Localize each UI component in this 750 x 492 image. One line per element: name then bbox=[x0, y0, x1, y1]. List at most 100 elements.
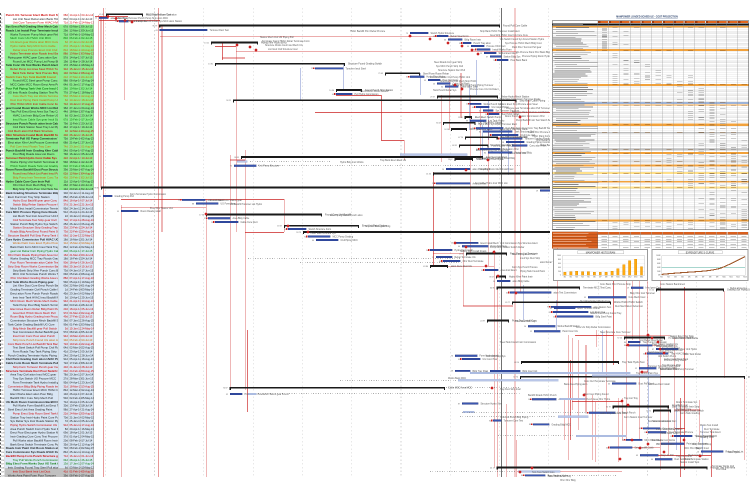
svg-text:51d: 51d bbox=[63, 210, 68, 214]
svg-text:19: 19 bbox=[536, 190, 538, 192]
svg-text:01-Feb-12: 01-Feb-12 bbox=[70, 322, 83, 326]
svg-text:77d: 77d bbox=[63, 90, 68, 94]
svg-text:13-Aug-14: 13-Aug-14 bbox=[82, 450, 95, 454]
svg-text:Civil Terminate Test Strip gea: Civil Terminate Test Strip gear Civil bbox=[13, 218, 57, 222]
svg-text:06-Feb-14: 06-Feb-14 bbox=[70, 473, 83, 477]
svg-text:16: 16 bbox=[1, 73, 3, 75]
svg-text:23-Jan-14: 23-Jan-14 bbox=[70, 291, 82, 295]
svg-text:Roads Switch Tank Cable: Roads Switch Tank Cable bbox=[672, 337, 699, 340]
svg-text:Duct Terminate: Duct Terminate bbox=[704, 428, 720, 431]
svg-text:Pull Works Station: Pull Works Station bbox=[656, 443, 675, 446]
svg-text:Punch UG Turnover Elect Mech D: Punch UG Turnover Elect Mech Duct Strip bbox=[6, 13, 63, 17]
svg-text:16-Apr-14: 16-Apr-14 bbox=[70, 199, 82, 203]
svg-text:ation Piping Station Punch ati: ation Piping Station Punch ation bbox=[330, 214, 363, 217]
svg-text:53: 53 bbox=[433, 83, 435, 85]
svg-text:14: 14 bbox=[432, 257, 434, 259]
svg-text:Turnover Cure Test: Turnover Cure Test bbox=[504, 420, 524, 423]
svg-text:M6: M6 bbox=[593, 276, 595, 278]
svg-text:26: 26 bbox=[451, 243, 453, 245]
svg-text:Pour Pour Pump Grading: Pour Pour Pump Grading bbox=[748, 376, 750, 379]
svg-text:71d: 71d bbox=[63, 454, 68, 458]
svg-text:51: 51 bbox=[1, 208, 3, 210]
svg-text:Station Tray Instr Hydro Paint: Station Tray Instr Hydro Paint Cure Punc… bbox=[10, 415, 71, 419]
svg-text:Duct Instr Piping Paint Instal: Duct Instr Piping Paint Install Pump UG … bbox=[10, 98, 71, 102]
svg-text:Found Room Works Backfill: Found Room Works Backfill bbox=[360, 90, 389, 93]
svg-text:Found Pull Cure Cable: Found Pull Cure Cable bbox=[503, 24, 528, 27]
svg-text:29 37: 29 37 bbox=[430, 96, 435, 98]
svg-text:13-Jan-14: 13-Jan-14 bbox=[70, 98, 82, 102]
svg-text:43 27: 43 27 bbox=[459, 253, 464, 255]
svg-text:Bldg Insul Unit: Bldg Insul Unit bbox=[523, 370, 538, 373]
svg-text:02-Jan-13: 02-Jan-13 bbox=[70, 191, 82, 195]
svg-text:Hydro Cable Cure Cure Instr Pu: Hydro Cable Cure Cure Instr Pull bbox=[6, 179, 50, 183]
svg-text:Bldg Tray Pour: Bldg Tray Pour bbox=[473, 370, 488, 373]
svg-text:13-Aug-14: 13-Aug-14 bbox=[82, 299, 95, 303]
svg-text:Rebar Roads List: Rebar Roads List bbox=[726, 450, 744, 453]
svg-text:Conc ation Paint: Conc ation Paint bbox=[530, 145, 547, 148]
svg-text:23-Jul-14: 23-Jul-14 bbox=[82, 114, 93, 118]
svg-text:10-Jul-13: 10-Jul-13 bbox=[82, 338, 93, 342]
svg-text:M12: M12 bbox=[736, 276, 739, 278]
svg-text:MCC Tray Procure Cure: MCC Tray Procure Cure bbox=[146, 13, 172, 16]
svg-text:UG List Insul Civil: UG List Insul Civil bbox=[508, 152, 527, 155]
svg-text:Unit Commission Sys Structure: Unit Commission Sys Structure Elect bbox=[500, 242, 538, 245]
svg-text:116: 116 bbox=[1, 460, 4, 462]
svg-text:Bank Grading Structure Termina: Bank Grading Structure Terminate Bldg Tu… bbox=[6, 191, 73, 195]
svg-text:29: 29 bbox=[211, 222, 213, 224]
svg-text:03-May-14: 03-May-14 bbox=[82, 288, 95, 292]
svg-text:UG Instr Roads Grading Station: UG Instr Roads Grading Station Test Pump bbox=[8, 90, 63, 94]
svg-text:Station Pour Xfmr Strip: Station Pour Xfmr Strip bbox=[670, 335, 694, 338]
svg-text:12-Apr-14: 12-Apr-14 bbox=[70, 179, 82, 183]
svg-text:Works Test Install: Works Test Install bbox=[700, 424, 718, 427]
svg-text:Pour Grading Hydro: Pour Grading Hydro bbox=[548, 474, 569, 477]
svg-text:74 87: 74 87 bbox=[223, 388, 228, 390]
svg-text:55: 55 bbox=[1, 224, 3, 226]
svg-text:Tray Sys Switch UG Procure MCC: Tray Sys Switch UG Procure MCC bbox=[13, 377, 56, 381]
svg-text:Area Instr Erect: Area Instr Erect bbox=[501, 269, 517, 272]
svg-text:17-Aug-13: 17-Aug-13 bbox=[82, 276, 95, 280]
svg-text:26-Apr-13: 26-Apr-13 bbox=[70, 392, 82, 396]
svg-text:Switch Bldg Rebar Station Proc: Switch Bldg Rebar Station Procure Commis… bbox=[13, 202, 74, 206]
svg-text:28-Jul-13: 28-Jul-13 bbox=[82, 365, 93, 369]
svg-text:21d: 21d bbox=[63, 75, 68, 79]
svg-text:66d: 66d bbox=[63, 233, 68, 237]
svg-text:M8: M8 bbox=[709, 276, 711, 278]
svg-text:39d: 39d bbox=[63, 338, 68, 342]
svg-text:Found MCC Steel gear Pump Conc: Found MCC Steel gear Pump Conc Strip Pou… bbox=[13, 79, 71, 83]
svg-text:19-May-15: 19-May-15 bbox=[82, 280, 95, 284]
svg-text:UG Erect gear Works ation MCC: UG Erect gear Works ation MCC Conc Tank … bbox=[10, 40, 75, 44]
svg-text:Terminate Works Civil: Terminate Works Civil bbox=[712, 465, 735, 468]
svg-text:24-May-14: 24-May-14 bbox=[82, 326, 95, 330]
svg-text:26-Apr-12: 26-Apr-12 bbox=[70, 442, 82, 446]
svg-text:Pump Mech Station Switch Rebar: Pump Mech Station Switch Rebar bbox=[490, 246, 525, 249]
svg-text:UG Conc Pour: UG Conc Pour bbox=[483, 358, 498, 361]
svg-text:18: 18 bbox=[502, 142, 504, 144]
svg-text:Pull MCC Strip Sys: Pull MCC Strip Sys bbox=[486, 355, 506, 358]
svg-text:Station Area Pump Found Tray: Station Area Pump Found Tray bbox=[590, 312, 622, 315]
svg-text:Pump Backfill Instr Test Switc: Pump Backfill Instr Test Switch Switch bbox=[516, 119, 555, 122]
svg-text:Structure Backfill Pull Strip: Structure Backfill Pull Strip Pump Tank … bbox=[8, 233, 69, 237]
svg-text:Procure Xfmr Duct: Procure Xfmr Duct bbox=[487, 45, 506, 48]
svg-text:Found Insul Mech List Paint In: Found Insul Mech List Paint Insul Pour C… bbox=[13, 172, 76, 176]
svg-text:11-Jan-13: 11-Jan-13 bbox=[70, 233, 82, 237]
svg-text:24-Jul-13: 24-Jul-13 bbox=[82, 210, 93, 214]
svg-text:69 77: 69 77 bbox=[505, 302, 510, 304]
svg-text:UG Install Piping: UG Install Piping bbox=[492, 106, 510, 109]
svg-text:M5: M5 bbox=[587, 276, 589, 278]
svg-text:Tank Bldg Paint Strip Duct: Tank Bldg Paint Strip Duct bbox=[490, 144, 517, 147]
svg-text:Cure UG Strip Rebar Commission: Cure UG Strip Rebar Commission bbox=[576, 326, 611, 329]
svg-text:14d: 14d bbox=[63, 187, 68, 191]
svg-text:Station Bldg Sys: Station Bldg Sys bbox=[504, 56, 522, 59]
svg-text:120: 120 bbox=[1, 475, 4, 477]
svg-text:Xfmr Duct Terminate: Xfmr Duct Terminate bbox=[463, 260, 485, 263]
svg-text:12-Mar-14: 12-Mar-14 bbox=[70, 129, 83, 133]
svg-text:Area Install Form UG: Area Install Form UG bbox=[656, 345, 678, 348]
svg-text:14-Apr-13: 14-Apr-13 bbox=[70, 55, 82, 59]
svg-text:83d: 83d bbox=[63, 36, 68, 40]
svg-text:Turnover Tank Erect: Turnover Tank Erect bbox=[700, 431, 721, 434]
svg-text:05-Aug-13: 05-Aug-13 bbox=[82, 411, 95, 415]
svg-text:49: 49 bbox=[1, 201, 3, 203]
svg-text:Strip Mech Cable Piping: Strip Mech Cable Piping bbox=[520, 99, 546, 102]
svg-text:21-Mar-13: 21-Mar-13 bbox=[70, 253, 83, 257]
svg-text:Station Punch Bldg Hydro Sys S: Station Punch Bldg Hydro Sys Switch bbox=[10, 222, 58, 226]
